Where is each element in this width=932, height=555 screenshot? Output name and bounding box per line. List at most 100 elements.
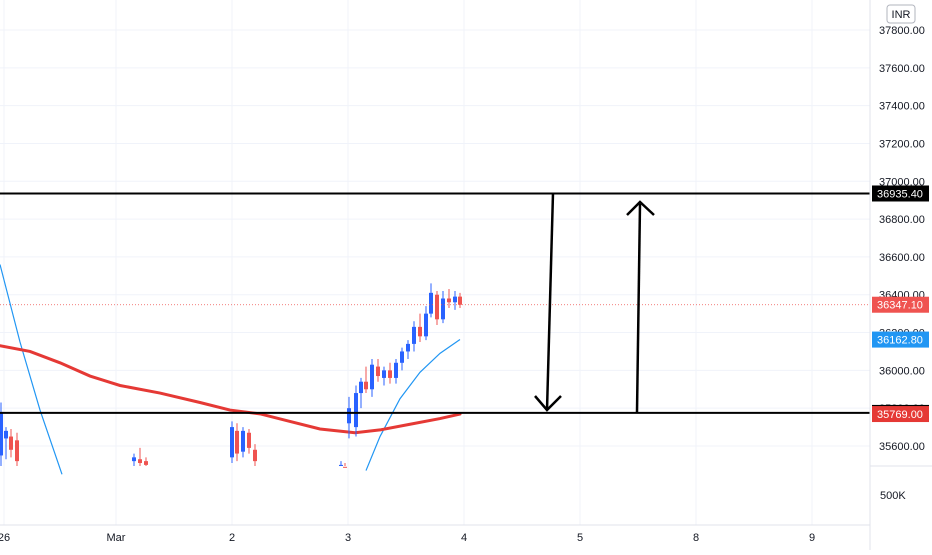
candle-body [343,466,347,468]
candle[interactable] [9,428,13,458]
candle-body [364,381,368,390]
candle-body [388,370,392,378]
down-arrow[interactable] [534,192,562,412]
candle-body [354,393,358,428]
slow-ma-tag-label: 35769.00 [877,409,923,421]
candle[interactable] [339,461,343,466]
candle[interactable] [247,428,251,454]
candle[interactable] [253,444,257,466]
last-price-tag[interactable]: 36347.10 [872,296,929,313]
candle-body [241,430,245,452]
last-price-tag-label: 36347.10 [877,300,923,312]
candle[interactable] [359,377,363,409]
price-tick-label: 35600.00 [879,441,925,453]
candle[interactable] [458,292,462,308]
up-arrow[interactable] [626,200,655,413]
candle[interactable] [441,290,445,324]
candle[interactable] [4,427,8,460]
candle[interactable] [343,463,347,468]
candle[interactable] [429,283,433,318]
fast-ma-line-left [0,264,63,475]
fast-ma-tag[interactable]: 36162.80 [872,331,929,348]
price-tick-label: 37200.00 [879,138,925,150]
candle[interactable] [418,313,422,342]
fast-ma-tag-label: 36162.80 [877,335,923,347]
candle[interactable] [382,366,386,386]
candle[interactable] [412,321,416,352]
candle[interactable] [424,306,428,341]
candle-body [441,298,445,320]
candle[interactable] [400,347,404,371]
candle[interactable] [15,432,19,466]
candle-body [406,343,410,352]
candle[interactable] [144,457,148,466]
date-tick-label: 2 [229,532,235,544]
candle-body [15,440,19,462]
candle[interactable] [388,362,392,384]
resistance-tag-box [872,185,929,202]
candle-body [412,326,416,344]
candle-body [144,461,148,465]
candle-body [347,408,351,424]
date-axis: 26 Mar 2 3 4 5 8 9 [0,524,870,544]
candle-body [453,296,457,303]
candle[interactable] [132,453,136,466]
candle-body [394,362,398,378]
candle[interactable] [354,385,358,437]
candle-body [0,411,3,456]
candle[interactable] [370,359,374,397]
candle[interactable] [364,366,368,394]
price-tick-label: 37800.00 [879,25,925,37]
candle-body [458,296,462,305]
price-tick-label: 37400.00 [879,101,925,113]
candle-body [339,464,343,466]
candle[interactable] [241,427,245,458]
candle[interactable] [453,290,457,310]
candle[interactable] [406,340,410,360]
last-price-tag-box [872,296,929,313]
candle-body [447,298,451,303]
candle[interactable] [376,359,380,382]
candle-body [9,436,13,450]
candle[interactable] [138,447,142,466]
candle-body [424,313,428,337]
candle[interactable] [230,421,234,464]
date-tick-label: 3 [345,532,351,544]
candle[interactable] [435,290,439,325]
date-tick-label: 5 [577,532,583,544]
resistance-tag[interactable]: 36935.40 [872,185,929,202]
candle-body [138,459,142,464]
resistance-tag-label: 36935.40 [877,188,923,200]
currency-badge[interactable]: INR [886,4,916,24]
date-tick-label: 9 [809,532,815,544]
price-axis: 37800.00 37600.00 37400.00 37200.00 37000.00… [869,0,932,550]
fast-ma-tag-box [872,331,929,348]
volume-axis-label: 500K [880,490,906,502]
candle-body [359,381,363,394]
candles [0,283,462,468]
date-tick-label: 8 [693,532,699,544]
candle[interactable] [235,423,239,462]
price-tick-label: 37600.00 [879,63,925,75]
price-tick-label: 36000.00 [879,365,925,377]
candle-body [253,449,257,462]
candle-body [370,364,374,390]
candle-body [382,370,386,378]
fast-ma-line-right [365,339,461,471]
slow-ma-line [0,344,462,435]
candle[interactable] [347,396,351,439]
currency-label: INR [892,9,911,21]
slow-ma-tag-box [872,406,929,423]
price-tick-label: 36600.00 [879,252,925,264]
candle-body [400,351,404,363]
candle-body [235,430,239,454]
candle[interactable] [394,359,398,384]
candle-body [429,292,433,314]
date-tick-label: Mar [107,532,126,544]
slow-ma-tag[interactable]: 35769.00 [872,406,929,423]
price-tick-label: 37000.00 [879,176,925,188]
candle[interactable] [447,289,451,308]
